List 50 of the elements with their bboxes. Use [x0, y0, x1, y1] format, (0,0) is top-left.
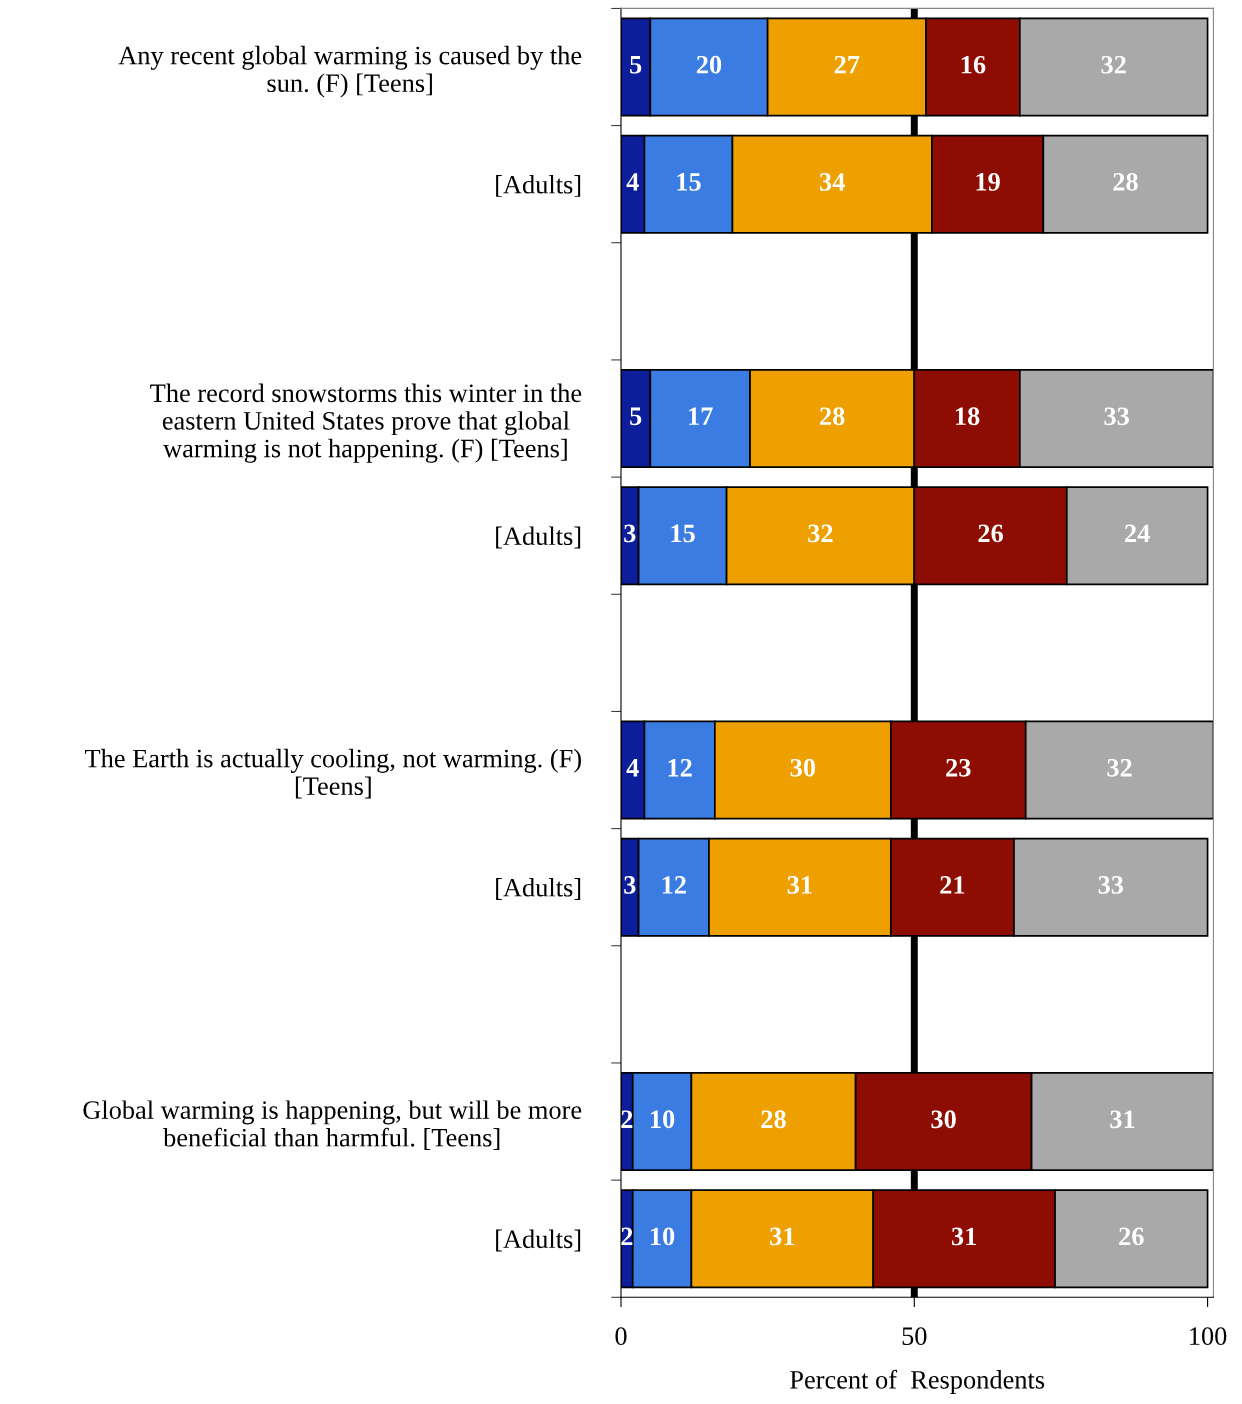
- x-tick-label: 0: [615, 1327, 627, 1346]
- data-label: 30: [790, 758, 816, 777]
- data-label: 19: [976, 173, 1000, 191]
- data-label: 12: [668, 758, 692, 777]
- y-tick-label: [Adults]: [496, 878, 581, 900]
- data-label: 10: [650, 1227, 675, 1246]
- data-label: 3: [624, 876, 636, 894]
- data-label: 27: [834, 55, 860, 74]
- data-label: 28: [820, 407, 845, 426]
- data-label: 26: [978, 524, 1003, 543]
- data-label: 5: [630, 56, 642, 74]
- data-label: 4: [626, 759, 639, 777]
- data-label: 18: [956, 407, 980, 426]
- y-tick-label: [Adults]: [496, 175, 581, 197]
- data-label: 28: [761, 1110, 786, 1129]
- data-label: 17: [689, 407, 713, 425]
- data-label: 15: [677, 173, 701, 191]
- data-label: 31: [1110, 1110, 1135, 1129]
- data-label: 16: [961, 55, 986, 74]
- data-label: 24: [1125, 524, 1150, 543]
- y-tick-label: [Adults]: [496, 1229, 581, 1252]
- y-tick-label: Any recent global warming is caused by the sun. (F) [Teens]: [118, 45, 582, 98]
- data-label: 3: [624, 524, 636, 543]
- data-label: 23: [946, 758, 971, 777]
- data-label: 15: [671, 524, 695, 543]
- data-label: 31: [951, 1227, 976, 1246]
- x-tick-label: 100: [1190, 1327, 1227, 1346]
- data-label: 33: [1098, 876, 1124, 894]
- x-axis-title: Percent of Respondents: [790, 1369, 1045, 1395]
- data-label: 31: [770, 1227, 795, 1246]
- data-label: 10: [650, 1110, 675, 1129]
- y-tick-label: [Adults]: [496, 526, 581, 549]
- data-label: 34: [819, 173, 845, 191]
- data-label: 28: [1113, 172, 1138, 191]
- data-label: 20: [696, 55, 722, 74]
- y-tick-label: The record snowstorms this winter in the eastern United States prove that global warming is not happening. (F) [Teens]: [150, 383, 582, 463]
- data-label: 21: [940, 876, 965, 894]
- data-label: 33: [1104, 407, 1129, 426]
- data-label: 32: [1101, 55, 1126, 74]
- data-label: 32: [1107, 758, 1132, 777]
- data-label: 30: [931, 1110, 956, 1129]
- data-label: 12: [662, 876, 686, 894]
- data-label: 26: [1119, 1227, 1144, 1246]
- x-tick-label: 50: [902, 1327, 927, 1346]
- data-label: 5: [630, 407, 642, 426]
- y-tick-label: Global warming is happening, but will be more beneficial than harmful. [Teens]: [83, 1100, 582, 1150]
- data-label: 4: [626, 173, 639, 191]
- y-tick-label: The Earth is actually cooling, not warming. (F) [Teens]: [84, 748, 581, 799]
- data-label: 31: [787, 876, 812, 894]
- data-label: 32: [808, 524, 833, 543]
